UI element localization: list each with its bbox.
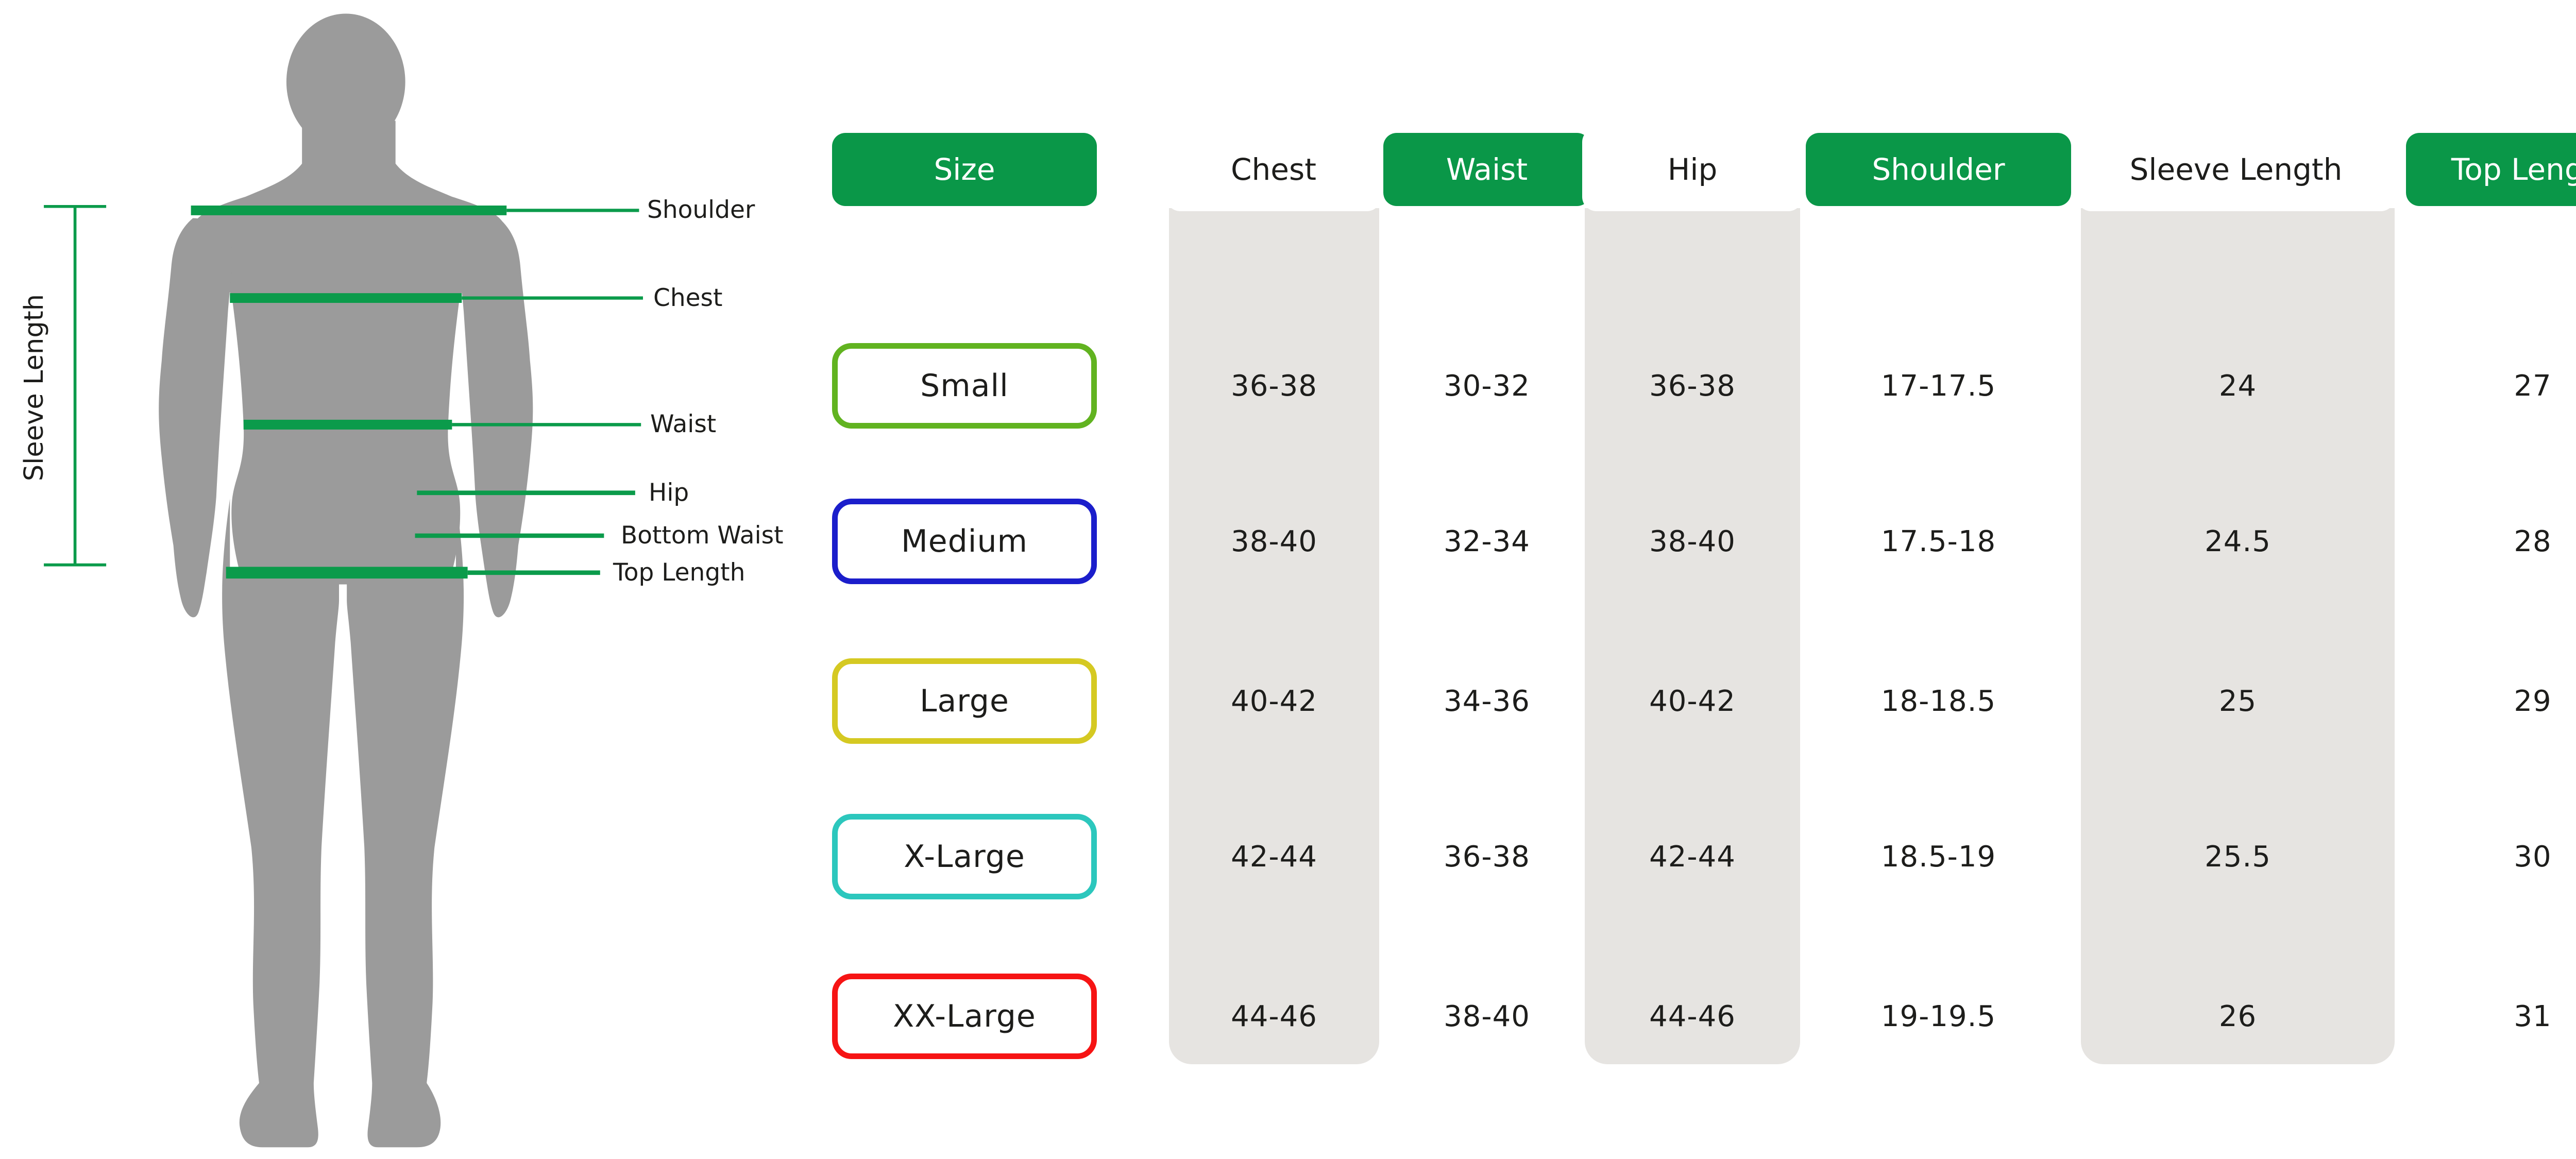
cell-xlarge-hip: 42-44 — [1649, 840, 1736, 874]
sleeve-length-column: 24 24.5 25 25.5 26 — [2081, 0, 2395, 1159]
header-shoulder: Shoulder — [1806, 133, 2071, 206]
size-button-medium[interactable]: Medium — [832, 499, 1097, 584]
cell-large-sleeve: 25 — [2218, 684, 2257, 718]
head-shape — [286, 13, 405, 150]
header-size: Size — [832, 133, 1097, 206]
cell-small-sleeve: 24 — [2218, 369, 2257, 403]
header-sleeve-length: Sleeve Length — [2077, 128, 2395, 211]
cell-large-waist: 34-36 — [1444, 684, 1530, 718]
figure-label-hip: Hip — [649, 479, 689, 507]
cell-large-hip: 40-42 — [1649, 684, 1736, 718]
cell-xlarge-sleeve: 25.5 — [2205, 840, 2271, 874]
cell-small-waist: 30-32 — [1444, 369, 1530, 403]
size-button-xlarge[interactable]: X-Large — [832, 814, 1097, 899]
hip-column-background — [1585, 208, 1800, 1064]
cell-medium-chest: 38-40 — [1231, 524, 1317, 558]
header-top-length: Top Length — [2406, 133, 2576, 206]
body-figure: Sleeve Length — [19, 13, 643, 1148]
size-button-xxlarge[interactable]: XX-Large — [832, 974, 1097, 1059]
cell-medium-shoulder: 17.5-18 — [1880, 524, 1996, 558]
header-hip: Hip — [1582, 128, 1803, 211]
right-arm-shape — [457, 218, 533, 618]
cell-small-hip: 36-38 — [1649, 369, 1736, 403]
cell-xxlarge-waist: 38-40 — [1444, 999, 1530, 1033]
cell-xlarge-chest: 42-44 — [1231, 840, 1317, 874]
cell-large-top-length: 29 — [2514, 684, 2552, 718]
cell-large-chest: 40-42 — [1231, 684, 1317, 718]
shoulder-column: 17-17.5 17.5-18 18-18.5 18.5-19 19-19.5 — [1806, 0, 2071, 1159]
figure-label-chest: Chest — [653, 284, 723, 312]
cell-xlarge-waist: 36-38 — [1444, 840, 1530, 874]
cell-xxlarge-hip: 44-46 — [1649, 999, 1736, 1033]
torso-shape — [193, 121, 505, 585]
sleeve-length-bracket — [44, 205, 107, 567]
top-length-column: 27 28 29 30 31 — [2406, 0, 2576, 1159]
waist-column: 30-32 32-34 34-36 36-38 38-40 — [1383, 0, 1590, 1159]
cell-small-top-length: 27 — [2514, 369, 2552, 403]
cell-xlarge-shoulder: 18.5-19 — [1880, 840, 1996, 874]
figure-label-bottom-waist: Bottom Waist — [621, 521, 784, 550]
cell-xlarge-top-length: 30 — [2514, 840, 2552, 874]
cell-medium-waist: 32-34 — [1444, 524, 1530, 558]
left-leg-shape — [222, 499, 340, 1148]
figure-label-waist: Waist — [650, 410, 717, 438]
left-arm-shape — [159, 218, 234, 618]
cell-large-shoulder: 18-18.5 — [1880, 684, 1996, 718]
cell-xxlarge-shoulder: 19-19.5 — [1880, 999, 1996, 1033]
cell-small-chest: 36-38 — [1231, 369, 1317, 403]
chest-column: 36-38 38-40 40-42 42-44 44-46 — [1169, 0, 1379, 1159]
cell-xxlarge-chest: 44-46 — [1231, 999, 1317, 1033]
cell-medium-top-length: 28 — [2514, 524, 2552, 558]
size-button-small[interactable]: Small — [832, 343, 1097, 429]
cell-xxlarge-top-length: 31 — [2514, 999, 2552, 1033]
sleeve-length-column-background — [2081, 208, 2395, 1064]
header-waist: Waist — [1383, 133, 1590, 206]
right-leg-shape — [347, 499, 464, 1148]
figure-label-shoulder: Shoulder — [647, 196, 755, 224]
size-button-large[interactable]: Large — [832, 658, 1097, 744]
cell-xxlarge-sleeve: 26 — [2218, 999, 2257, 1033]
hip-column: 36-38 38-40 40-42 42-44 44-46 — [1585, 0, 1800, 1159]
header-chest: Chest — [1166, 128, 1381, 211]
cell-medium-hip: 38-40 — [1649, 524, 1736, 558]
cell-small-shoulder: 17-17.5 — [1880, 369, 1996, 403]
figure-label-top-length: Top Length — [613, 558, 745, 587]
sleeve-length-label: Sleeve Length — [19, 294, 49, 481]
cell-medium-sleeve: 24.5 — [2205, 524, 2271, 558]
chest-column-background — [1169, 208, 1379, 1064]
